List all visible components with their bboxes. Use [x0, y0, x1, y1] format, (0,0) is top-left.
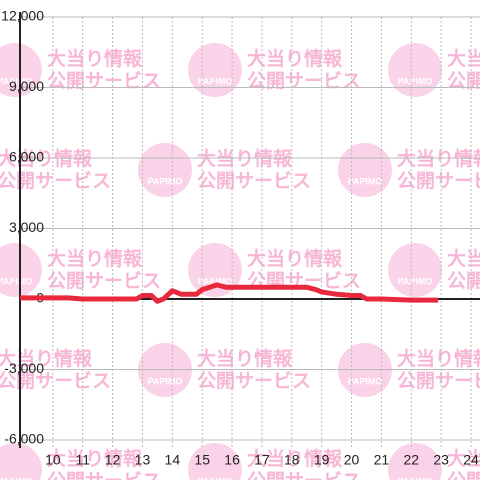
- watermark-logo: [188, 443, 242, 480]
- watermark-text: 公開サービス: [247, 470, 361, 480]
- watermark-brand: PAPIMO: [0, 76, 32, 86]
- y-tick-label: -6,000: [4, 431, 44, 447]
- y-tick-label: 9,000: [9, 78, 44, 94]
- watermark-brand: PAPIMO: [198, 476, 233, 480]
- watermark-logo: [388, 43, 442, 97]
- x-tick-label: 17: [254, 452, 270, 468]
- x-tick-label: 10: [45, 452, 61, 468]
- watermark-text: 大当り情報: [447, 247, 480, 270]
- watermark-text: 大当り情報: [247, 47, 343, 70]
- watermark-text: 公開サービス: [397, 370, 480, 392]
- watermark-text: 公開サービス: [47, 470, 161, 480]
- watermark-text: 公開サービス: [0, 370, 111, 392]
- watermark-text: 大当り情報: [247, 247, 343, 270]
- x-tick-label: 20: [344, 452, 360, 468]
- watermark-brand: PAPIMO: [398, 276, 433, 286]
- watermark-text: 大当り情報: [447, 447, 480, 470]
- watermark-text: 大当り情報: [447, 47, 480, 70]
- y-tick-label: 3,000: [9, 219, 44, 235]
- watermark-text: 大当り情報: [47, 47, 143, 70]
- watermark-text: 公開サービス: [247, 70, 361, 92]
- x-tick-label: 12: [105, 452, 121, 468]
- watermark-brand: PAPIMO: [148, 176, 183, 186]
- watermark-logo: [388, 443, 442, 480]
- x-tick-label: 11: [75, 452, 90, 468]
- watermark-text: 大当り情報: [0, 147, 93, 170]
- watermark-logo: [388, 243, 442, 297]
- watermark-logo: [138, 143, 192, 197]
- watermark-logo: [0, 443, 42, 480]
- x-tick-label: 19: [314, 452, 330, 468]
- watermark-text: 公開サービス: [197, 170, 311, 192]
- watermark-brand: PAPIMO: [348, 376, 383, 386]
- watermark-text: 公開サービス: [447, 70, 480, 92]
- x-tick-label: 22: [404, 452, 420, 468]
- watermark-text: 公開サービス: [447, 270, 480, 292]
- watermark-brand: PAPIMO: [0, 476, 32, 480]
- watermark-text: 大当り情報: [197, 347, 293, 370]
- watermark-brand: PAPIMO: [398, 76, 433, 86]
- watermark-text: 公開サービス: [47, 70, 161, 92]
- y-tick-label: 12,000: [1, 8, 44, 24]
- x-tick-label: 16: [224, 452, 240, 468]
- x-tick-label: 18: [284, 452, 300, 468]
- watermark-text: 大当り情報: [397, 147, 480, 170]
- watermark-brand: PAPIMO: [0, 276, 32, 286]
- watermark-text: 公開サービス: [0, 170, 111, 192]
- watermark-text: 公開サービス: [447, 470, 480, 480]
- watermark-text: 大当り情報: [247, 447, 343, 470]
- watermark-brand: PAPIMO: [148, 376, 183, 386]
- watermark-brand: PAPIMO: [198, 276, 233, 286]
- watermark-brand: PAPIMO: [348, 176, 383, 186]
- watermark-text: 大当り情報: [197, 147, 293, 170]
- x-tick-label: 23: [433, 452, 449, 468]
- watermark-text: 大当り情報: [397, 347, 480, 370]
- watermark-text: 大当り情報: [47, 247, 143, 270]
- watermark-logo: [188, 43, 242, 97]
- watermark-text: 公開サービス: [47, 270, 161, 292]
- x-tick-label: 21: [374, 452, 390, 468]
- watermark-text: 公開サービス: [397, 170, 480, 192]
- x-tick-label: 15: [194, 452, 210, 468]
- watermark-text: 大当り情報: [0, 347, 93, 370]
- watermark-logo: [188, 243, 242, 297]
- watermark-brand: PAPIMO: [398, 476, 433, 480]
- watermark-text: 公開サービス: [197, 370, 311, 392]
- x-tick-label: 24: [463, 452, 479, 468]
- data-line: [20, 282, 439, 304]
- y-tick-label: 6,000: [9, 149, 44, 165]
- watermark-text: 大当り情報: [47, 447, 143, 470]
- x-tick-label: 14: [165, 452, 181, 468]
- watermark-brand: PAPIMO: [198, 76, 233, 86]
- y-tick-label: -3,000: [4, 360, 44, 376]
- x-tick-label: 13: [135, 452, 151, 468]
- watermark-logo: [338, 143, 392, 197]
